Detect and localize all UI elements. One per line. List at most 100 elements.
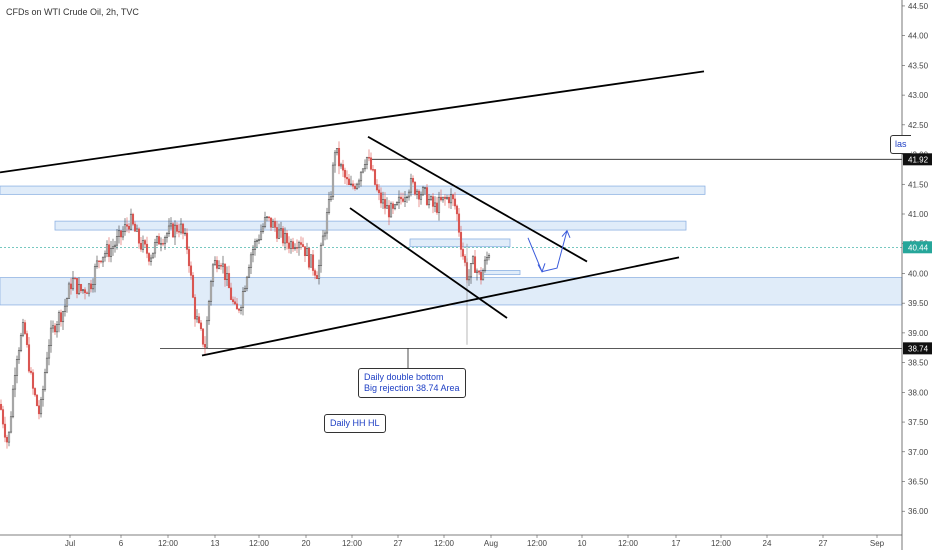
candle-body [251, 249, 255, 256]
x-tick-label: 12:00 [158, 539, 179, 548]
candle [255, 238, 259, 249]
candle-body [173, 224, 177, 238]
chart-title: CFDs on WTI Crude Oil, 2h, TVC [6, 7, 139, 17]
candle [393, 203, 397, 211]
candle-body [45, 357, 49, 373]
candle-body [307, 248, 311, 268]
candle [297, 240, 301, 256]
candle [113, 240, 117, 253]
candle [461, 242, 465, 260]
candle-body [395, 202, 399, 206]
candle-body [283, 232, 287, 244]
x-tick-label: Jul [65, 539, 75, 548]
candle-body [169, 223, 173, 227]
y-tick-label: 40.00 [908, 269, 929, 278]
candle [219, 262, 223, 270]
candle-body [361, 168, 365, 173]
candle-body [469, 263, 473, 278]
candle [387, 200, 391, 226]
candle [21, 318, 25, 338]
candle-body [415, 190, 419, 195]
candle [101, 256, 105, 267]
candle-body [373, 169, 377, 185]
candle-body [453, 198, 457, 207]
candle [257, 234, 261, 245]
candle-body [133, 223, 137, 232]
candle [475, 268, 479, 281]
candle-body [19, 334, 23, 351]
candle-body [53, 325, 57, 333]
candle [51, 320, 55, 333]
candle [13, 367, 17, 398]
candle-body [267, 216, 271, 219]
candle-body [443, 196, 447, 199]
candle [453, 192, 457, 210]
candle [359, 171, 363, 187]
candle-body [201, 328, 205, 345]
y-tick-label: 42.50 [908, 121, 929, 130]
candle-body [15, 359, 19, 376]
candle [441, 196, 445, 203]
candle-body [459, 232, 463, 250]
candle-body [205, 320, 209, 348]
candle-body [229, 287, 233, 300]
candle-body [203, 344, 207, 348]
candle-body [259, 231, 263, 240]
candle [377, 183, 381, 201]
candle [285, 230, 289, 250]
candle-body [319, 244, 323, 266]
candle [309, 254, 313, 268]
candle [111, 238, 115, 256]
candle [355, 182, 359, 190]
candle-body [41, 389, 45, 400]
candle-body [97, 260, 101, 262]
candle [395, 201, 399, 206]
annotation-last[interactable]: las [890, 135, 911, 154]
candle-body [485, 257, 489, 261]
candle [407, 189, 411, 201]
candle-body [349, 183, 353, 186]
price-flag-label: 41.92 [908, 155, 929, 164]
candle [67, 281, 71, 299]
candle [231, 296, 235, 305]
candle [53, 323, 57, 335]
candle-body [103, 253, 107, 258]
x-tick-label: 12:00 [342, 539, 363, 548]
candle [347, 173, 351, 186]
candle-body [439, 196, 443, 201]
candle [307, 246, 311, 270]
candle [271, 218, 275, 228]
candle-body [403, 197, 407, 202]
y-tick-label: 43.00 [908, 91, 929, 100]
candle-body [179, 223, 183, 233]
candle-body [143, 240, 147, 245]
candle-body [151, 252, 155, 259]
candle [435, 196, 439, 215]
candle [241, 287, 245, 316]
candle [171, 222, 175, 239]
candle-body [37, 405, 41, 415]
candle [37, 400, 41, 420]
candle-body [71, 277, 75, 290]
candle [429, 195, 433, 201]
annotation-hh-hl[interactable]: Daily HH HL [324, 414, 386, 433]
candle [69, 278, 73, 295]
candle-body [51, 325, 55, 329]
candle-body [345, 177, 349, 180]
candle [413, 181, 417, 196]
annotation-double-bottom[interactable]: Daily double bottom Big rejection 38.74 … [358, 368, 466, 398]
candle [243, 285, 247, 293]
candle [361, 168, 365, 174]
candle-body [9, 416, 13, 433]
candle-body [435, 202, 439, 213]
candle-body [273, 221, 277, 228]
candle-body [281, 228, 285, 244]
y-tick-label: 41.50 [908, 180, 929, 189]
candle-body [227, 273, 231, 289]
candle [331, 162, 335, 201]
candle-body [239, 307, 243, 311]
candle [333, 150, 337, 173]
candle-body [277, 229, 281, 239]
candle-body [285, 232, 289, 244]
